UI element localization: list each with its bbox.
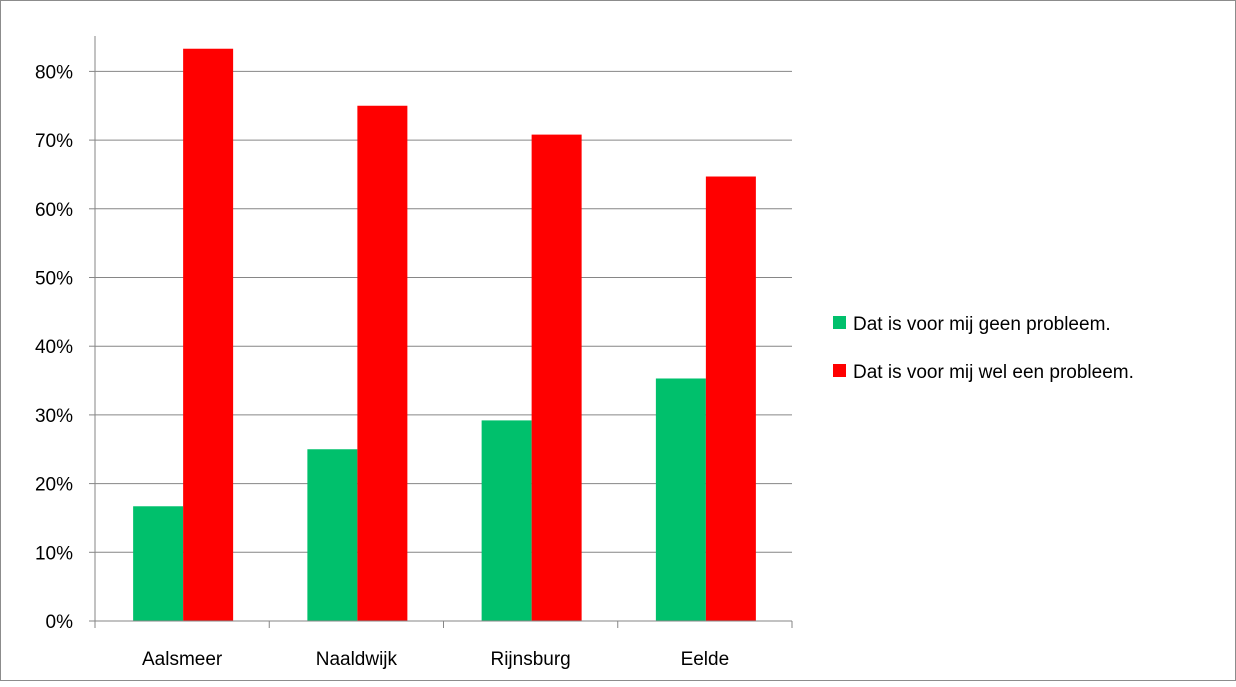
y-tick-label: 20% (35, 475, 73, 496)
legend-label: Dat is voor mij wel een probleem. (853, 362, 1134, 383)
y-tick-label: 40% (35, 337, 73, 358)
x-tick-label: Naaldwijk (316, 649, 398, 670)
bars (133, 48, 756, 622)
y-tick-label: 60% (35, 200, 73, 221)
y-tick-label: 30% (35, 406, 73, 427)
bar-wel-probleem (531, 134, 582, 621)
bar-geen-probleem (307, 449, 358, 621)
y-tick-label: 0% (46, 612, 74, 633)
axes: 0% 10% 20% 30% 40% 50% 60% 70% 80% Aalsmeer Naaldw… (35, 36, 793, 670)
y-tick-label: 80% (35, 62, 73, 83)
bar-geen-probleem (481, 420, 532, 621)
bar-geen-probleem (655, 378, 706, 621)
x-tick-label: Eelde (681, 649, 730, 670)
y-tick-label: 10% (35, 543, 73, 564)
y-tick-label: 70% (35, 131, 73, 152)
legend-swatch (833, 316, 846, 329)
x-tick-label: Rijnsburg (490, 649, 570, 670)
legend-label: Dat is voor mij geen probleem. (853, 314, 1111, 335)
x-tick-label: Aalsmeer (142, 649, 223, 670)
bar-wel-probleem (357, 105, 408, 621)
legend: Dat is voor mij geen probleem. Dat is voo… (833, 314, 1134, 383)
bar-geen-probleem (133, 506, 184, 621)
bar-wel-probleem (183, 48, 234, 621)
legend-swatch (833, 364, 846, 377)
bar-wel-probleem (705, 176, 756, 622)
y-tick-label: 50% (35, 269, 73, 290)
